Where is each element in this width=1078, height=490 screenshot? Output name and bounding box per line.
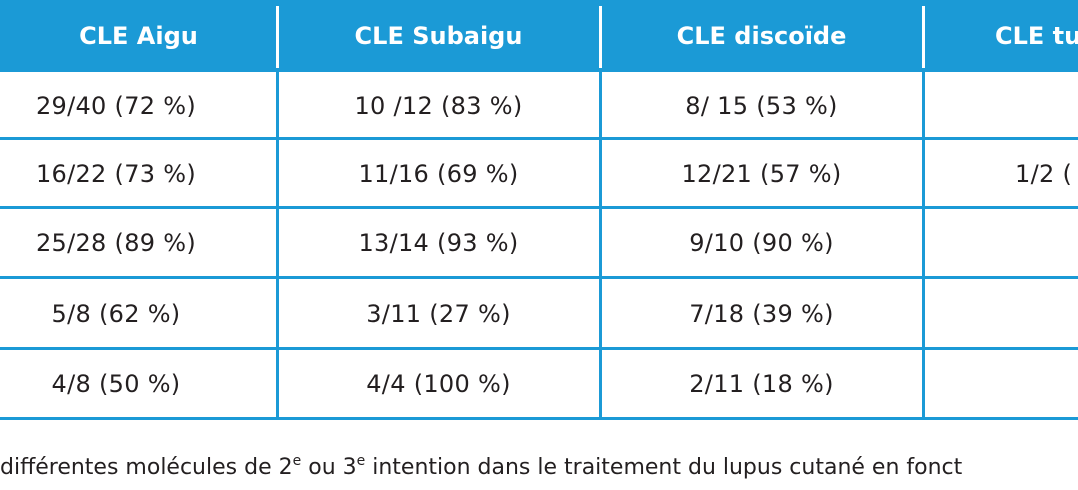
table-cell: 5/8 (62 %) xyxy=(51,299,181,328)
table-cell xyxy=(923,350,1078,417)
table-cell xyxy=(923,209,1078,276)
header-cle-subaigu: CLE Subaigu xyxy=(354,22,523,50)
grid-line xyxy=(0,347,1078,350)
grid-line xyxy=(0,276,1078,279)
header-divider xyxy=(599,6,602,68)
header-cle-aigu: CLE Aigu xyxy=(79,22,198,50)
table-caption: différentes molécules de 2e ou 3e intent… xyxy=(0,453,963,480)
grid-line xyxy=(599,72,602,420)
table-cell: 25/28 (89 %) xyxy=(35,228,197,257)
grid-line xyxy=(922,72,925,420)
table-cell: 12/21 (57 %) xyxy=(681,159,842,188)
caption-superscript: e xyxy=(292,453,302,469)
table-cell: 7/18 (39 %) xyxy=(689,299,834,328)
header-cle-tumidus: CLE tu xyxy=(995,22,1078,50)
table-cell: 16/22 (73 %) xyxy=(35,159,197,188)
header-divider xyxy=(922,6,925,68)
caption-text: différentes molécules de 2 xyxy=(0,455,293,480)
caption-superscript: e xyxy=(356,453,366,469)
table-cell: 4/8 (50 %) xyxy=(51,369,181,398)
header-divider xyxy=(276,6,279,68)
table-cell xyxy=(923,72,1078,139)
table-cell: 2/11 (18 %) xyxy=(689,369,834,398)
header-cle-discoide: CLE discoïde xyxy=(676,22,847,50)
table-cell: 3/11 (27 %) xyxy=(366,299,511,328)
table-cell: 4/4 (100 %) xyxy=(366,369,511,398)
grid-line xyxy=(0,206,1078,209)
grid-line xyxy=(0,137,1078,140)
table-cell xyxy=(923,280,1078,347)
table-cell: 10 /12 (83 %) xyxy=(354,91,523,120)
grid-line xyxy=(276,72,279,420)
caption-text: ou 3 xyxy=(301,455,357,480)
table-header xyxy=(0,0,1078,72)
caption-text: intention dans le traitement du lupus cu… xyxy=(365,455,963,480)
table-cell: 8/ 15 (53 %) xyxy=(685,91,838,120)
grid-line xyxy=(0,417,1078,420)
table-cell: 1/2 ( xyxy=(1015,159,1073,188)
table-cell: 13/14 (93 %) xyxy=(358,228,519,257)
table-cell: 9/10 (90 %) xyxy=(689,228,834,257)
table-cell: 11/16 (69 %) xyxy=(358,159,519,188)
table-cell: 29/40 (72 %) xyxy=(35,91,197,120)
